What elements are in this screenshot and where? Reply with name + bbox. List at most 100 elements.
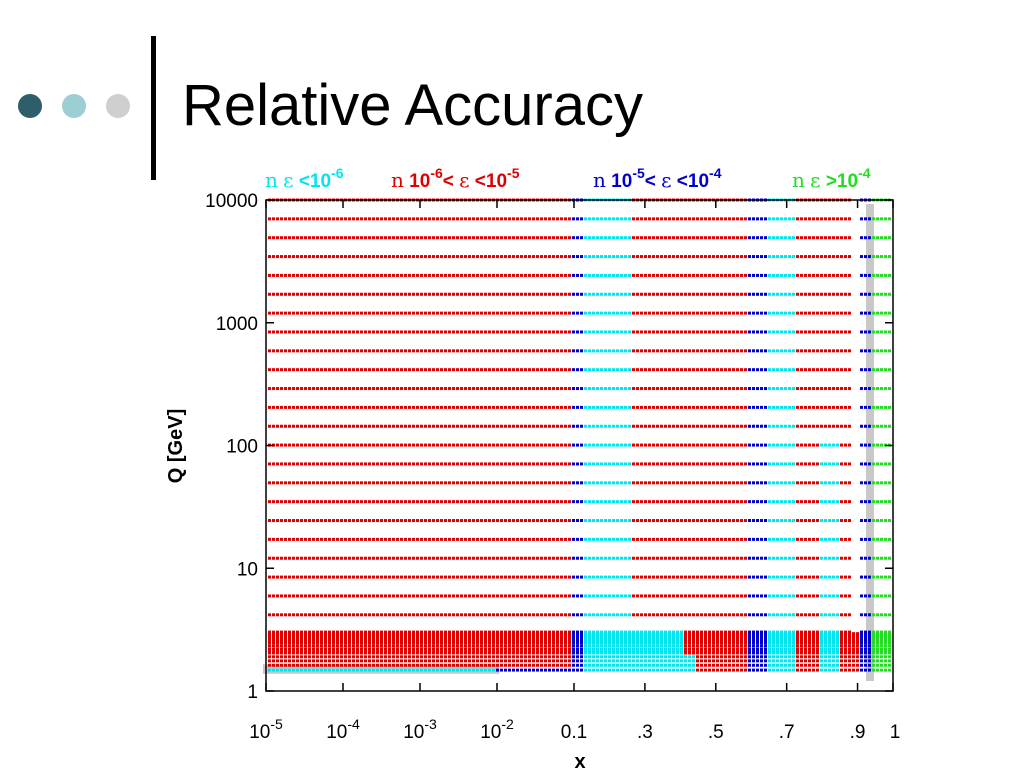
data-point xyxy=(284,655,287,659)
data-point xyxy=(288,273,291,277)
data-point xyxy=(352,217,355,221)
data-point xyxy=(528,556,531,560)
data-point xyxy=(688,292,691,296)
data-point xyxy=(596,651,599,655)
data-point xyxy=(796,311,799,315)
data-point xyxy=(824,575,827,579)
data-point xyxy=(368,613,371,617)
data-point xyxy=(376,255,379,259)
data-point xyxy=(628,519,631,523)
data-point xyxy=(860,594,863,598)
data-point xyxy=(324,575,327,579)
data-point xyxy=(364,647,367,651)
data-point xyxy=(740,387,743,391)
data-point xyxy=(612,349,615,353)
data-point xyxy=(600,292,603,296)
data-point xyxy=(432,668,435,672)
data-point xyxy=(320,311,323,315)
data-point xyxy=(620,651,623,655)
data-point xyxy=(328,500,331,504)
data-point xyxy=(884,292,887,296)
data-point xyxy=(476,613,479,617)
data-point xyxy=(432,655,435,659)
data-point xyxy=(572,556,575,560)
data-point xyxy=(520,651,523,655)
data-row-7 xyxy=(268,537,891,541)
data-point xyxy=(600,668,603,672)
data-point xyxy=(412,311,415,315)
data-point xyxy=(824,537,827,541)
data-point xyxy=(352,594,355,598)
data-point xyxy=(772,273,775,277)
data-point xyxy=(616,663,619,667)
data-point xyxy=(384,556,387,560)
data-point xyxy=(352,613,355,617)
data-point xyxy=(616,462,619,466)
data-point xyxy=(604,292,607,296)
data-point xyxy=(572,255,575,259)
data-point xyxy=(828,330,831,334)
data-point xyxy=(272,647,275,651)
data-point xyxy=(288,443,291,447)
data-point xyxy=(328,663,331,667)
data-point xyxy=(464,594,467,598)
data-point xyxy=(404,613,407,617)
data-point xyxy=(620,217,623,221)
data-point xyxy=(636,668,639,672)
data-point xyxy=(580,500,583,504)
data-point xyxy=(536,387,539,391)
data-point xyxy=(844,647,847,651)
data-point xyxy=(668,668,671,672)
data-point xyxy=(708,368,711,372)
data-point xyxy=(548,519,551,523)
data-point xyxy=(364,651,367,655)
data-point xyxy=(360,647,363,651)
data-point xyxy=(800,424,803,428)
data-point xyxy=(656,443,659,447)
data-point xyxy=(668,647,671,651)
data-point xyxy=(452,613,455,617)
data-point xyxy=(520,462,523,466)
data-point xyxy=(308,405,311,409)
data-point xyxy=(720,556,723,560)
data-point xyxy=(444,655,447,659)
data-point xyxy=(268,613,271,617)
data-point xyxy=(876,217,879,221)
data-point xyxy=(700,537,703,541)
data-point xyxy=(844,349,847,353)
data-point xyxy=(360,387,363,391)
data-point xyxy=(512,368,515,372)
data-point xyxy=(852,651,855,655)
data-point xyxy=(572,663,575,667)
data-point xyxy=(324,537,327,541)
data-point xyxy=(876,424,879,428)
data-point xyxy=(548,659,551,663)
data-point xyxy=(272,330,275,334)
data-point xyxy=(292,651,295,655)
data-point xyxy=(596,668,599,672)
data-point xyxy=(312,500,315,504)
data-point xyxy=(840,387,843,391)
data-point xyxy=(704,651,707,655)
data-point xyxy=(504,443,507,447)
data-point xyxy=(848,668,851,672)
data-point xyxy=(492,255,495,259)
data-point xyxy=(880,405,883,409)
data-point xyxy=(788,651,791,655)
data-point xyxy=(884,594,887,598)
data-point xyxy=(708,311,711,315)
data-point xyxy=(356,311,359,315)
data-point xyxy=(696,659,699,663)
data-point xyxy=(792,349,795,353)
data-point xyxy=(396,217,399,221)
data-point xyxy=(604,462,607,466)
data-point xyxy=(668,500,671,504)
data-point xyxy=(700,613,703,617)
data-point xyxy=(316,575,319,579)
data-point xyxy=(692,668,695,672)
data-point xyxy=(564,311,567,315)
data-point xyxy=(572,311,575,315)
data-point xyxy=(652,255,655,259)
data-point xyxy=(808,651,811,655)
data-point xyxy=(844,236,847,240)
